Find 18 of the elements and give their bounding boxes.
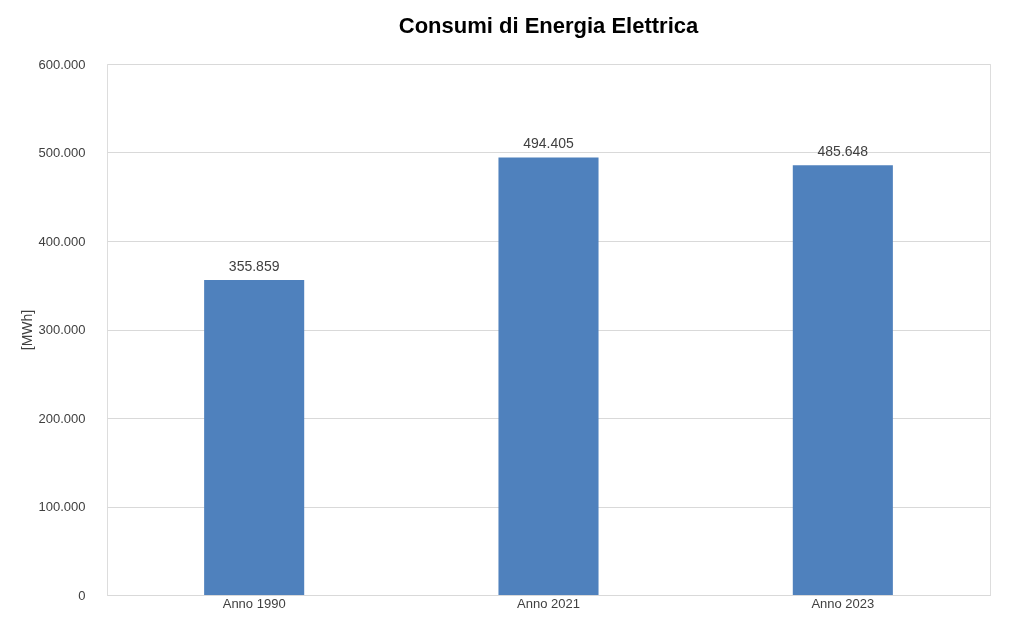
data-label: 355.859	[228, 258, 280, 275]
bar	[498, 157, 599, 595]
y-tick-label: 0	[78, 587, 86, 603]
x-tick-label: Anno 1990	[222, 595, 286, 611]
y-tick-label: 600.000	[38, 56, 86, 72]
bar	[792, 165, 893, 595]
data-label: 494.405	[523, 135, 575, 152]
x-tick-label: Anno 2023	[811, 595, 875, 611]
y-axis-title: [MWh]	[18, 309, 35, 351]
y-tick-label: 100.000	[38, 499, 86, 514]
y-tick-label: 400.000	[38, 233, 86, 249]
y-tick-label: 200.000	[38, 410, 86, 426]
y-tick-label: 300.000	[38, 322, 86, 337]
bar	[204, 280, 305, 595]
y-tick-label: 500.000	[38, 145, 86, 160]
chart-title: Consumi di Energia Elettrica	[398, 13, 700, 38]
data-label: 485.648	[817, 143, 869, 160]
x-tick-label: Anno 2021	[517, 595, 580, 611]
